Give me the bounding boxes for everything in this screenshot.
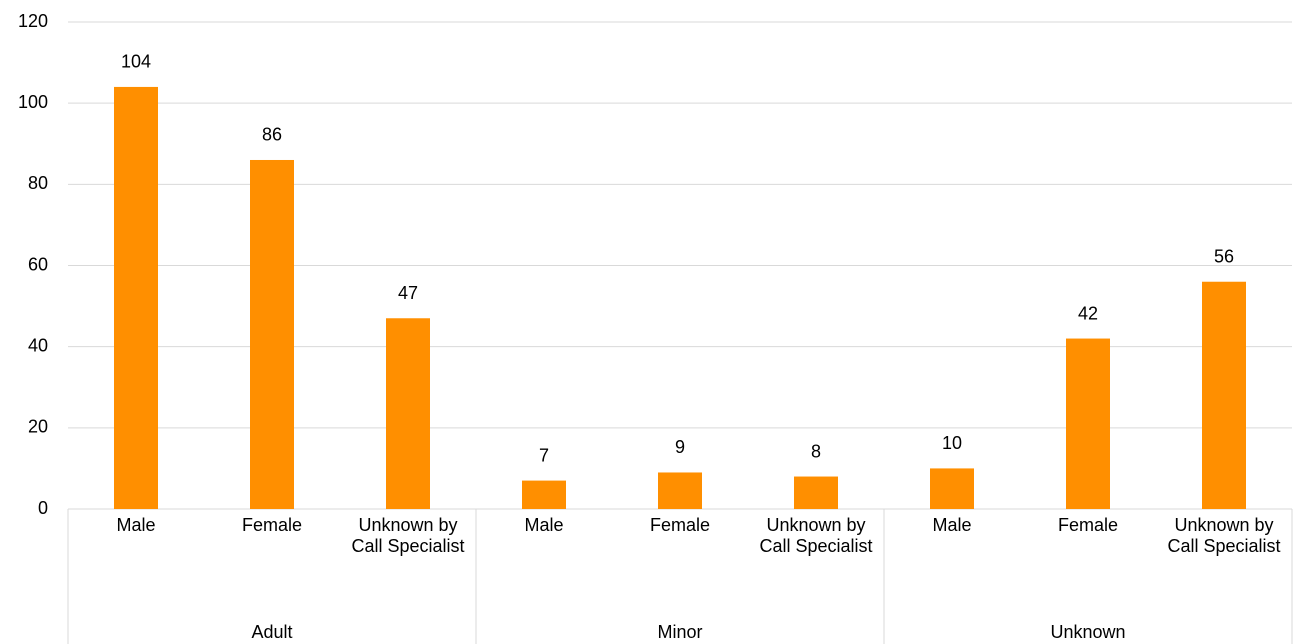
bar <box>522 480 566 509</box>
bar <box>794 476 838 509</box>
bar <box>1066 338 1110 509</box>
data-label: 9 <box>675 437 685 457</box>
bar <box>658 472 702 509</box>
y-tick-label: 100 <box>18 92 48 112</box>
data-label: 8 <box>811 441 821 461</box>
y-tick-label: 60 <box>28 254 48 274</box>
group-label: Adult <box>251 622 293 642</box>
bar <box>1202 281 1246 509</box>
data-label: 86 <box>262 125 282 145</box>
group-label: Unknown <box>1050 622 1126 642</box>
x-tick-label: Male <box>116 515 156 535</box>
x-tick-label: Male <box>524 515 564 535</box>
y-tick-label: 20 <box>28 417 48 437</box>
y-tick-label: 40 <box>28 335 48 355</box>
data-label: 10 <box>942 433 962 453</box>
data-label: 42 <box>1078 303 1098 323</box>
data-label: 104 <box>121 52 151 72</box>
data-label: 7 <box>539 445 549 465</box>
bar <box>386 318 430 509</box>
group-label: Minor <box>657 622 703 642</box>
y-tick-label: 120 <box>18 11 48 31</box>
x-tick-label: Unknown by Call Specialist <box>759 515 873 556</box>
y-tick-label: 0 <box>38 498 48 518</box>
x-tick-label: Female <box>649 515 711 535</box>
x-tick-label: Female <box>241 515 303 535</box>
x-tick-label: Female <box>1057 515 1119 535</box>
x-tick-label: Unknown by Call Specialist <box>351 515 465 556</box>
y-tick-label: 80 <box>28 173 48 193</box>
bar <box>114 86 158 509</box>
bar <box>250 159 294 509</box>
data-label: 56 <box>1214 246 1234 266</box>
x-tick-label: Male <box>932 515 972 535</box>
bar <box>930 468 974 509</box>
x-tick-label: Unknown by Call Specialist <box>1167 515 1281 556</box>
data-label: 47 <box>398 283 418 303</box>
